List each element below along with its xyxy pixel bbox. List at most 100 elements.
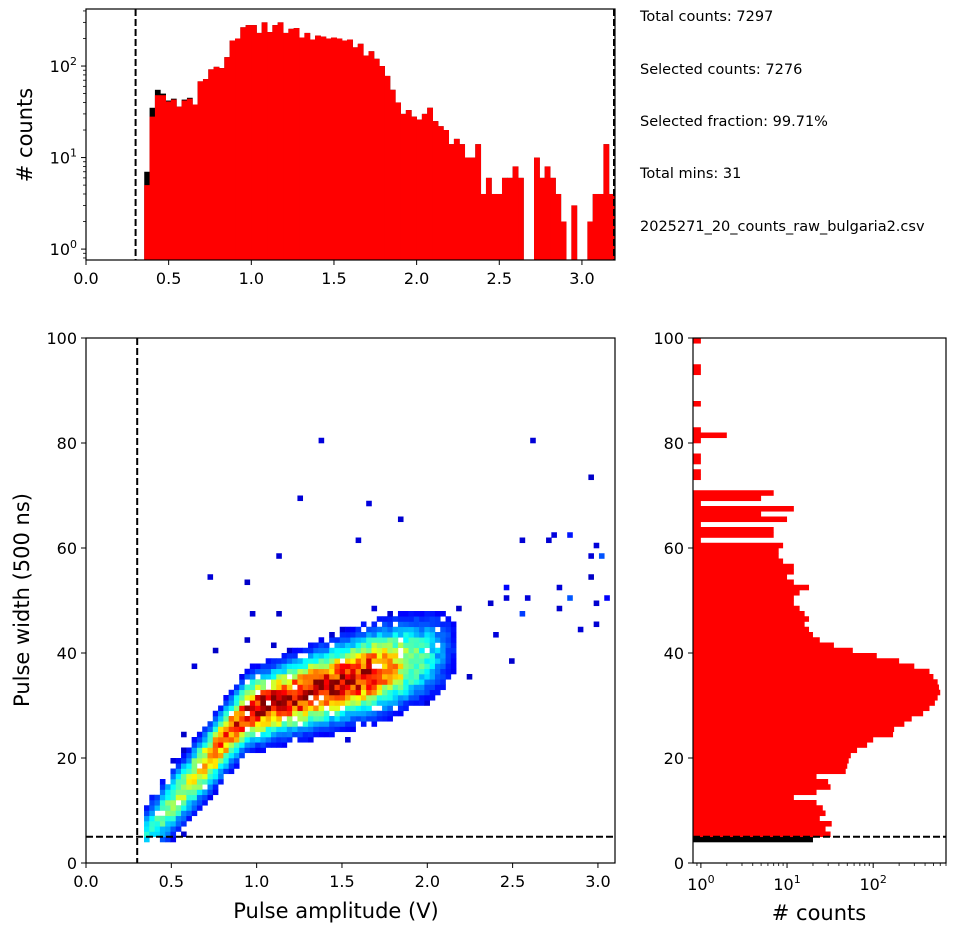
- heatmap-cell: [355, 695, 362, 701]
- right-y-tick-label: 100: [653, 329, 684, 348]
- heatmap-cell: [276, 726, 282, 733]
- heatmap-cell: [233, 737, 240, 743]
- heatmap-cell: [360, 658, 367, 664]
- heatmap-cell: [144, 821, 150, 827]
- heatmap-cell: [281, 721, 288, 727]
- right-hist-bar-selected: [693, 679, 938, 685]
- heatmap-cell: [434, 647, 441, 654]
- heatmap-cell: [286, 710, 293, 717]
- heatmap-cell: [392, 632, 399, 638]
- heatmap-cell: [408, 637, 415, 643]
- heatmap-cell: [450, 658, 457, 664]
- heatmap-cell: [371, 637, 378, 643]
- top-hist-bar-selected: [261, 22, 268, 260]
- main-y-tick-label: 0: [67, 854, 77, 873]
- heatmap-cell: [350, 721, 356, 727]
- heatmap-cell: [191, 794, 198, 801]
- heatmap-cell: [260, 700, 266, 706]
- heatmap-cell: [413, 663, 420, 670]
- heatmap-cell: [408, 616, 415, 622]
- heatmap-cell: [149, 800, 155, 806]
- heatmap-cell: [181, 810, 187, 817]
- heatmap-cell: [450, 637, 457, 643]
- heatmap-cell: [345, 689, 351, 696]
- heatmap-cell: [286, 684, 293, 691]
- heatmap-cell: [270, 642, 277, 649]
- heatmap-cell: [419, 653, 425, 659]
- heatmap-cell: [456, 605, 462, 612]
- heatmap-cell: [223, 710, 229, 717]
- heatmap-cell: [302, 668, 309, 675]
- right-hist-bar-selected: [693, 521, 701, 528]
- heatmap-cell: [207, 747, 214, 754]
- heatmap-cell: [429, 647, 436, 654]
- heatmap-cell: [149, 794, 155, 801]
- heatmap-cell: [159, 815, 166, 822]
- heatmap-cell: [588, 574, 594, 580]
- heatmap-cell: [419, 663, 425, 670]
- heatmap-cell: [313, 726, 319, 733]
- heatmap-cell: [292, 710, 298, 717]
- heatmap-cell: [244, 705, 251, 712]
- heatmap-cell: [223, 726, 229, 733]
- top-hist-bar-selected: [459, 144, 466, 260]
- heatmap-cell: [334, 642, 341, 649]
- heatmap-cell: [397, 674, 404, 680]
- heatmap-cell: [175, 815, 182, 822]
- heatmap-cell: [445, 637, 452, 643]
- heatmap-cell: [318, 663, 325, 670]
- heatmap-cell: [382, 642, 388, 649]
- heatmap-cell: [281, 679, 288, 685]
- heatmap-cell: [218, 721, 224, 727]
- heatmap-cell: [360, 705, 367, 712]
- heatmap-cell: [191, 747, 198, 754]
- heatmap-cell: [170, 805, 177, 811]
- heatmap-cell: [276, 553, 282, 559]
- heatmap-cell: [308, 647, 314, 654]
- heatmap-cell: [292, 726, 298, 733]
- heatmap-cell: [308, 716, 314, 722]
- heatmap-cell: [318, 731, 325, 738]
- heatmap-cell: [382, 679, 388, 685]
- heatmap-cell: [334, 721, 341, 727]
- heatmap-cell: [382, 616, 388, 622]
- heatmap-cell: [233, 716, 240, 722]
- top-x-tick-label: 1.0: [239, 269, 264, 288]
- heatmap-cell: [281, 689, 288, 696]
- heatmap-cell: [308, 642, 314, 649]
- heatmap-cell: [350, 637, 356, 643]
- heatmap-cell: [149, 805, 155, 811]
- heatmap-cell: [260, 674, 266, 680]
- top-x-tick-label: 1.5: [321, 269, 346, 288]
- top-hist-bar-selected: [341, 40, 348, 261]
- heatmap-cell: [387, 700, 393, 706]
- right-hist-bar-selected: [693, 737, 874, 743]
- heatmap-cell: [260, 716, 266, 722]
- heatmap-cell: [175, 758, 182, 764]
- heatmap-cell: [577, 626, 584, 633]
- heatmap-cell: [276, 674, 282, 680]
- top-hist-bar-selected: [373, 58, 380, 260]
- top-hist-bar-selected: [432, 121, 439, 260]
- heatmap-cell: [403, 637, 409, 643]
- heatmap-cell: [419, 684, 425, 691]
- heatmap-cell: [355, 700, 362, 706]
- top-hist-bar-selected: [347, 39, 353, 260]
- right-hist-bar-selected: [693, 632, 813, 638]
- main-x-tick-label: 0.5: [159, 872, 184, 891]
- heatmap-cell: [334, 647, 341, 654]
- heatmap-cell: [360, 663, 367, 670]
- heatmap-cell: [429, 653, 436, 659]
- heatmap-cell: [350, 726, 356, 733]
- heatmap-cell: [371, 621, 378, 628]
- heatmap-cell: [392, 663, 399, 670]
- heatmap-cell: [350, 647, 356, 654]
- heatmap-cell: [313, 689, 319, 696]
- heatmap-cell: [207, 731, 214, 738]
- heatmap-cell: [413, 642, 420, 649]
- heatmap-cell: [255, 684, 261, 691]
- top-x-tick-label: 0.0: [73, 269, 98, 288]
- heatmap-cell: [207, 763, 214, 769]
- main-axes-frame: [85, 337, 616, 864]
- top-hist-bar-selected: [192, 104, 199, 260]
